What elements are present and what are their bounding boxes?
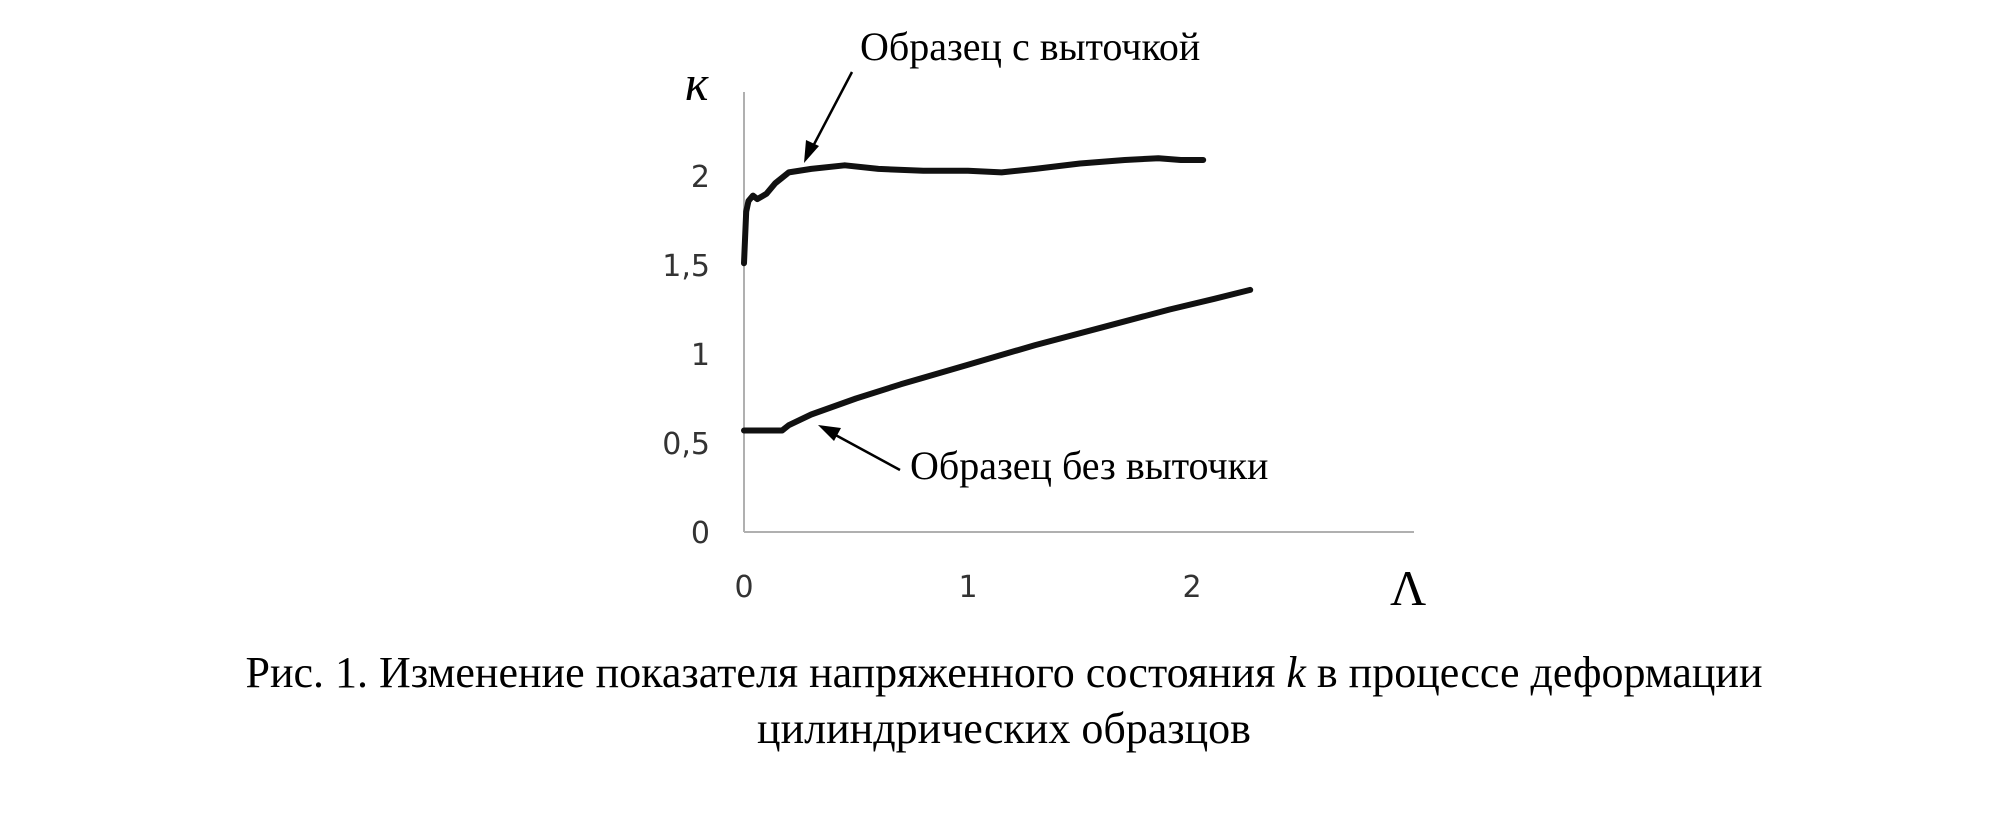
caption-line-2: цилиндрических образцов — [757, 704, 1251, 753]
stress-state-chart: к Λ 0 0,5 1 1,5 2 0 1 2 Образец с выточкой Обр… — [662, 24, 1426, 616]
annotation-arrow-notched — [808, 71, 854, 153]
caption-symbol-k: k — [1286, 648, 1306, 697]
series-lines — [741, 155, 1254, 434]
x-tick-label: 2 — [1182, 570, 1201, 605]
annotation-arrow-smooth — [829, 430, 901, 472]
series-line-smooth-sample — [741, 286, 1254, 434]
caption-line-1-end: в процессе деформации — [1305, 648, 1763, 697]
x-tick-labels: 0 1 2 — [734, 570, 1201, 605]
y-tick-label: 1,5 — [662, 249, 710, 284]
y-tick-label: 0 — [691, 516, 710, 551]
y-axis-symbol: к — [685, 55, 709, 111]
annotation-notched-sample: Образец с выточкой — [860, 24, 1200, 69]
series-line-notched-sample — [741, 155, 1207, 267]
x-axis-symbol: Λ — [1390, 560, 1426, 616]
y-tick-label: 0,5 — [662, 427, 710, 462]
y-tick-label: 1 — [691, 338, 710, 373]
figure-caption: Рис. 1. Изменение показателя напряженног… — [0, 645, 2008, 757]
y-tick-label: 2 — [691, 160, 710, 195]
x-tick-label: 1 — [958, 570, 977, 605]
caption-line-1-start: Рис. 1. Изменение показателя напряженног… — [245, 648, 1287, 697]
x-tick-label: 0 — [734, 570, 753, 605]
y-tick-labels: 0 0,5 1 1,5 2 — [662, 160, 710, 551]
annotation-arrowhead-notched — [804, 140, 819, 163]
annotation-arrowhead-smooth — [818, 425, 841, 441]
annotation-smooth-sample: Образец без выточки — [910, 443, 1268, 488]
caption-line-1: Рис. 1. Изменение показателя напряженног… — [0, 645, 2008, 701]
